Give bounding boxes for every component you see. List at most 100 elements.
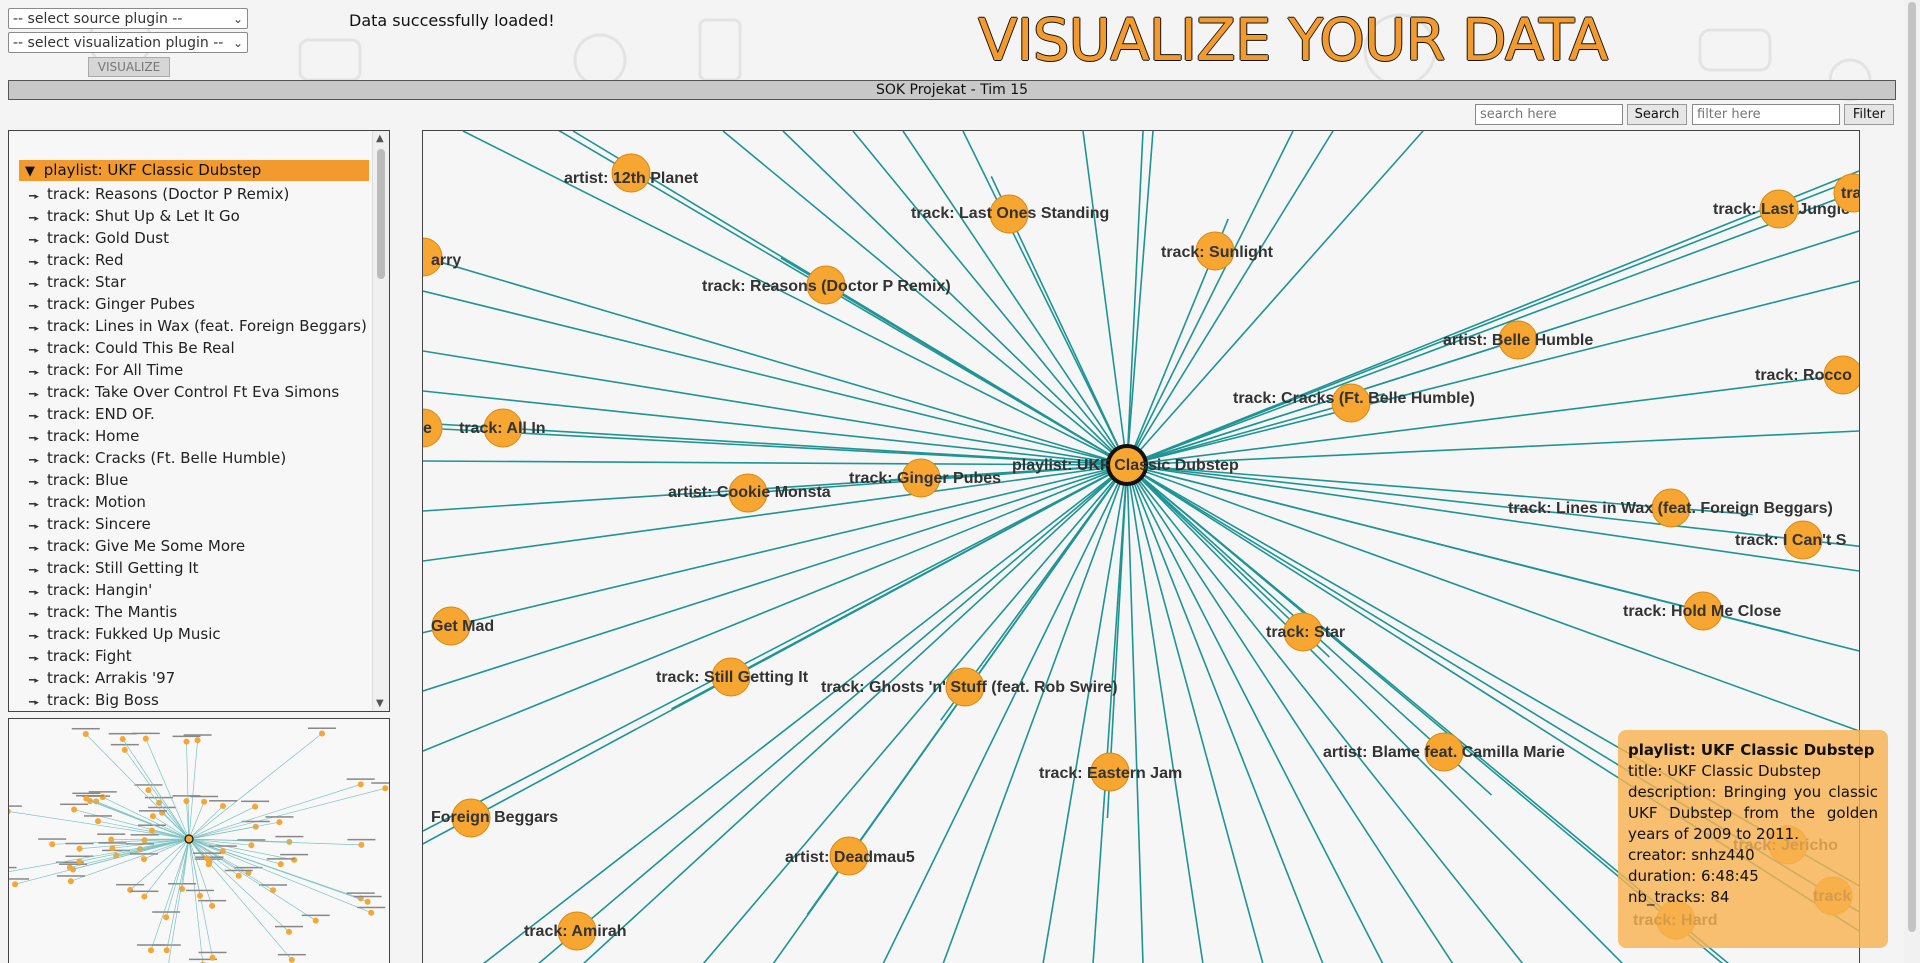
graph-node[interactable]: tra: [1833, 173, 1859, 213]
page-scroll-thumb[interactable]: [1908, 2, 1916, 932]
tree-item[interactable]: ━▸ track: Fight: [29, 645, 367, 667]
graph-node-circle[interactable]: [1823, 355, 1859, 395]
graph-node-circle[interactable]: [1759, 189, 1799, 229]
tree-item[interactable]: ━▸ track: Star: [29, 271, 367, 293]
tree-scroll-thumb[interactable]: [377, 149, 385, 279]
graph-node[interactable]: track: Star: [1266, 612, 1345, 652]
tree-item[interactable]: ━▸ track: Arrakis '97: [29, 667, 367, 689]
graph-node-circle[interactable]: [1283, 612, 1323, 652]
tree-item[interactable]: ━▸ track: Fukked Up Music: [29, 623, 367, 645]
graph-node[interactable]: track: Cracks (Ft. Belle Humble): [1233, 383, 1475, 423]
expand-triangle-icon[interactable]: ▼: [25, 164, 35, 179]
graph-node-circle[interactable]: [1651, 488, 1691, 528]
graph-center-node-circle[interactable]: [1106, 444, 1148, 486]
tree-item[interactable]: ━▸ track: END OF.: [29, 403, 367, 425]
graph-node-circle[interactable]: [711, 657, 751, 697]
graph-node-circle[interactable]: [989, 194, 1029, 234]
tree-item[interactable]: ━▸ track: For All Time: [29, 359, 367, 381]
minimap-edge: [145, 738, 190, 840]
tree-item[interactable]: ━▸ track: Could This Be Real: [29, 337, 367, 359]
filter-button[interactable]: Filter: [1844, 104, 1894, 125]
graph-node-circle[interactable]: [423, 408, 443, 448]
graph-node[interactable]: track: Last Jungle: [1713, 189, 1850, 229]
tree-item[interactable]: ━▸ track: Red: [29, 249, 367, 271]
graph-node[interactable]: track: Sunlight: [1161, 231, 1274, 271]
tree-item[interactable]: ━▸ track: Hangin': [29, 579, 367, 601]
filter-input[interactable]: [1692, 104, 1840, 125]
graph-node-circle[interactable]: [1090, 752, 1130, 792]
search-input[interactable]: [1475, 104, 1623, 125]
graph-node[interactable]: e: [423, 408, 443, 448]
graph-node[interactable]: arry: [423, 237, 461, 277]
tree-item[interactable]: ━▸ track: Lines in Wax (feat. Foreign Beg…: [29, 315, 367, 337]
graph-node-circle[interactable]: [806, 265, 846, 305]
graph-node[interactable]: artist: Deadmau5: [785, 836, 915, 876]
graph-node-circle[interactable]: [431, 606, 471, 646]
graph-edge: [1126, 131, 1154, 466]
graph-node-circle[interactable]: [611, 153, 651, 193]
tree-item[interactable]: ━▸ track: Sincere: [29, 513, 367, 535]
graph-center-node[interactable]: playlist: UKF Classic Dubstep: [1012, 444, 1239, 486]
graph-node-circle[interactable]: [423, 237, 443, 277]
graph-node-circle[interactable]: [1195, 231, 1235, 271]
graph-node-circle[interactable]: [945, 667, 985, 707]
graph-node[interactable]: track: Amirah: [524, 911, 627, 951]
graph-node[interactable]: Get Mad: [431, 606, 494, 646]
graph-node[interactable]: track: Ginger Pubes: [849, 458, 1001, 498]
visualize-button[interactable]: VISUALIZE: [88, 57, 170, 77]
tree-item[interactable]: ━▸ track: Shut Up & Let It Go: [29, 205, 367, 227]
tree-item[interactable]: ━▸ track: Gold Dust: [29, 227, 367, 249]
graph-node-circle[interactable]: [1498, 320, 1538, 360]
graph-node[interactable]: artist: Cookie Monsta: [668, 473, 831, 513]
scroll-up-arrow-icon[interactable]: ▲: [376, 133, 384, 144]
graph-node-circle[interactable]: [557, 911, 597, 951]
graph-node[interactable]: track: Last Ones Standing: [911, 194, 1109, 234]
tree-item[interactable]: ━▸ track: Take Over Control Ft Eva Simons: [29, 381, 367, 403]
tree-item[interactable]: ━▸ track: Still Getting It: [29, 557, 367, 579]
tree-scrollbar[interactable]: ▲ ▼: [372, 131, 389, 711]
graph-canvas-panel[interactable]: artist: 12th Planet track: Last Ones Stan…: [422, 130, 1860, 963]
tree-item[interactable]: ━▸ track: Blue: [29, 469, 367, 491]
graph-minimap[interactable]: [8, 718, 390, 963]
graph-node-circle[interactable]: [1683, 591, 1723, 631]
graph-node-circle[interactable]: [728, 473, 768, 513]
graph-node[interactable]: Foreign Beggars: [431, 798, 558, 838]
tree-item[interactable]: ━▸ track: The Mantis: [29, 601, 367, 623]
graph-node[interactable]: artist: Blame feat. Camilla Marie: [1323, 732, 1565, 772]
tree-item[interactable]: ━▸ track: Big Boss: [29, 689, 367, 711]
tree-item[interactable]: ━▸ track: Give Me Some More: [29, 535, 367, 557]
visualization-plugin-select[interactable]: -- select visualization plugin -- ⌄: [8, 32, 248, 53]
graph-node[interactable]: track: Hold Me Close: [1623, 591, 1781, 631]
tree-item[interactable]: ━▸ track: Cracks (Ft. Belle Humble): [29, 447, 367, 469]
search-button[interactable]: Search: [1627, 104, 1687, 125]
graph-node[interactable]: track: Still Getting It: [656, 657, 809, 697]
graph-node[interactable]: track: All In: [459, 408, 546, 448]
scroll-down-arrow-icon[interactable]: ▼: [376, 698, 384, 709]
minimap-edge: [188, 806, 256, 840]
graph-node[interactable]: artist: 12th Planet: [564, 153, 699, 193]
tree-item[interactable]: ━▸ track: Motion: [29, 491, 367, 513]
graph-node[interactable]: track: Ghosts 'n' Stuff (feat. Rob Swire…: [821, 667, 1118, 707]
graph-node[interactable]: track: I Can't S: [1735, 520, 1847, 560]
page-scrollbar[interactable]: [1904, 0, 1920, 963]
graph-node-circle[interactable]: [1783, 520, 1823, 560]
graph-node-circle[interactable]: [483, 408, 523, 448]
source-plugin-select[interactable]: -- select source plugin -- ⌄: [8, 8, 248, 29]
graph-node-circle[interactable]: [901, 458, 941, 498]
minimap-label-mark: [137, 824, 166, 826]
tree-item[interactable]: ━▸ track: Reasons (Doctor P Remix): [29, 183, 367, 205]
graph-node-circle[interactable]: [451, 798, 491, 838]
graph-node-circle[interactable]: [1424, 732, 1464, 772]
graph-node[interactable]: track: Lines in Wax (feat. Foreign Begga…: [1508, 488, 1833, 528]
graph-node-circle[interactable]: [1833, 173, 1859, 213]
tree-item[interactable]: ━▸ track: Home: [29, 425, 367, 447]
graph-node-circle[interactable]: [829, 836, 869, 876]
graph-node-circle[interactable]: [1331, 383, 1371, 423]
graph-node[interactable]: track: Eastern Jam: [1039, 752, 1182, 792]
graph-node[interactable]: track: Rocco: [1755, 355, 1859, 395]
tree-root-node[interactable]: ▼ playlist: UKF Classic Dubstep: [19, 160, 369, 181]
graph-node[interactable]: artist: Belle Humble: [1443, 320, 1593, 360]
graph-edge: [423, 464, 1128, 845]
tree-item[interactable]: ━▸ track: Ginger Pubes: [29, 293, 367, 315]
graph-node[interactable]: track: Reasons (Doctor P Remix): [702, 265, 951, 305]
